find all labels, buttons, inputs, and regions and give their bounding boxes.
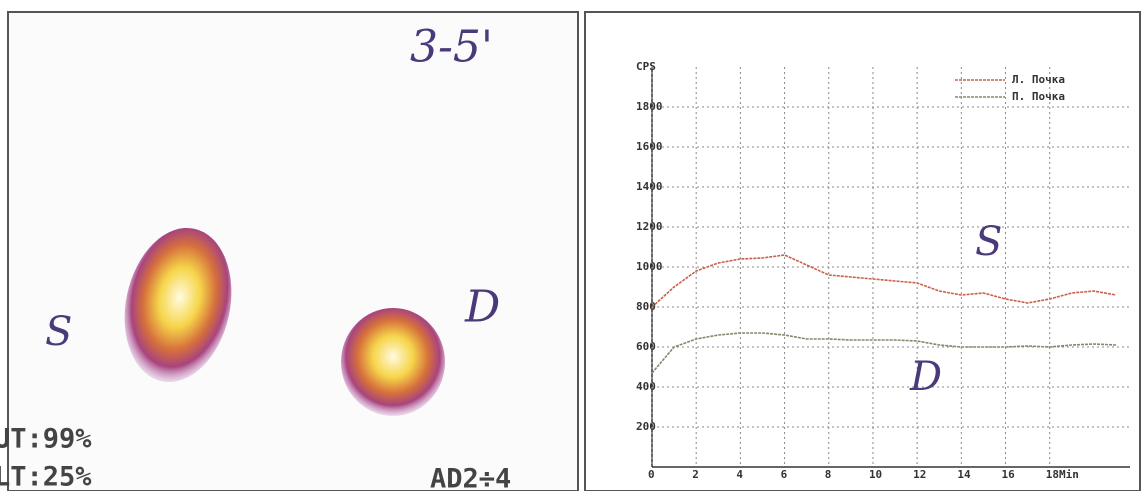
x-tick-label: 8	[825, 468, 832, 481]
x-tick-label: 4	[736, 468, 743, 481]
legend-label: П. Почка	[1012, 90, 1065, 103]
y-tick-label: 600	[636, 340, 656, 353]
legend-label: Л. Почка	[1012, 73, 1065, 86]
y-tick-label: 400	[636, 380, 656, 393]
y-tick-label: 1200	[636, 220, 663, 233]
x-tick-label: 16	[1002, 468, 1016, 481]
x-tick-label: 2	[692, 468, 699, 481]
ad-text: AD2÷4	[430, 464, 511, 491]
ut-text: UT:99%	[0, 424, 92, 455]
x-tick-label: 0	[648, 468, 655, 481]
handwritten-annotation: D	[909, 354, 942, 400]
y-tick-label: 1600	[636, 140, 663, 153]
x-tick-label: 6	[781, 468, 788, 481]
x-tick-label: 14	[957, 468, 971, 481]
handwritten-d: D	[464, 282, 500, 333]
screenshot: 3-5' S D UT:99% LT:25% AD2÷4 CPS20040060…	[0, 0, 1147, 491]
kidney-right	[341, 308, 445, 416]
y-tick-label: 1400	[636, 180, 663, 193]
y-axis-label: CPS	[636, 60, 656, 73]
y-tick-label: 1800	[636, 100, 663, 113]
x-tick-label: 12	[913, 468, 926, 481]
lt-text: LT:25%	[0, 462, 92, 491]
y-tick-label: 200	[636, 420, 656, 433]
x-tick-label: 18Min	[1046, 468, 1079, 481]
handwritten-annotation: S	[975, 219, 1002, 265]
handwritten-s: S	[45, 309, 72, 355]
scan-panel	[8, 12, 578, 491]
x-tick-label: 10	[869, 468, 882, 481]
handwritten-time: 3-5'	[410, 22, 493, 73]
y-tick-label: 1000	[636, 260, 663, 273]
